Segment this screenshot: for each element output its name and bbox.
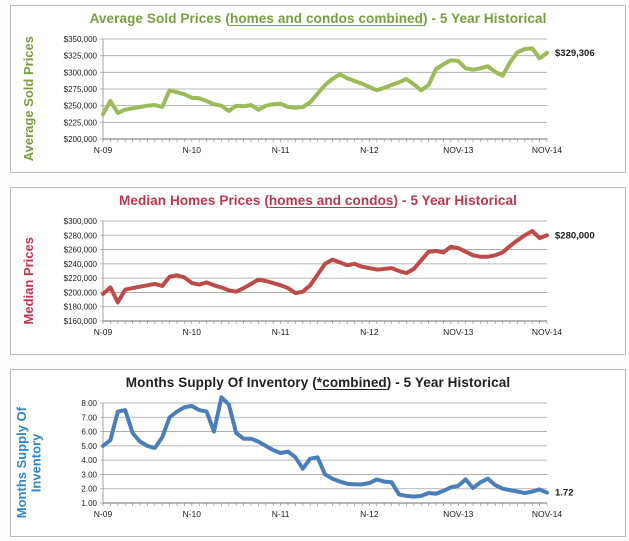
svg-text:NOV-13: NOV-13: [443, 327, 474, 337]
svg-text:1.72: 1.72: [555, 488, 574, 499]
svg-text:$225,000: $225,000: [64, 118, 98, 127]
svg-text:N-10: N-10: [183, 145, 202, 155]
svg-text:$275,000: $275,000: [64, 85, 98, 94]
svg-text:4.00: 4.00: [81, 456, 97, 465]
svg-text:6.00: 6.00: [81, 428, 97, 437]
svg-text:N-11: N-11: [272, 327, 290, 337]
svg-text:N-10: N-10: [183, 509, 202, 519]
svg-text:$180,000: $180,000: [64, 303, 98, 312]
svg-text:N-11: N-11: [272, 145, 290, 155]
svg-text:N-12: N-12: [360, 145, 379, 155]
svg-text:N-11: N-11: [272, 509, 290, 519]
svg-text:$280,000: $280,000: [555, 230, 595, 241]
svg-text:$350,000: $350,000: [64, 35, 98, 44]
title-underlined-text: homes and condos combined: [229, 11, 424, 26]
y-axis-title-wrap: Median Prices: [11, 211, 47, 351]
svg-text:N-09: N-09: [94, 145, 113, 155]
svg-text:$220,000: $220,000: [64, 274, 98, 283]
svg-text:N-12: N-12: [360, 327, 379, 337]
svg-text:7.00: 7.00: [81, 413, 97, 422]
title-text: ) - 5 Year Historical: [393, 193, 517, 208]
avg-sold-prices-title: Average Sold Prices (homes and condos co…: [11, 6, 625, 29]
svg-text:$200,000: $200,000: [64, 288, 98, 297]
svg-text:NOV-13: NOV-13: [443, 145, 474, 155]
svg-text:NOV-13: NOV-13: [443, 509, 474, 519]
svg-text:N-09: N-09: [94, 327, 113, 337]
avg-sold-prices-panel: Average Sold Prices (homes and condos co…: [10, 5, 626, 173]
svg-text:NOV-14: NOV-14: [532, 509, 563, 519]
y-axis-title-wrap: Months Supply Of Inventory: [11, 393, 47, 533]
svg-text:$240,000: $240,000: [64, 260, 98, 269]
avg-sold-prices-axis-title: Average Sold Prices: [20, 36, 36, 162]
months-supply-panel: Months Supply Of Inventory (*combined) -…: [10, 369, 626, 537]
median-prices-panel: Median Homes Prices (homes and condos) -…: [10, 187, 626, 355]
title-text: ) - 5 Year Historical: [423, 11, 547, 26]
months-supply-line-chart: 8.00 7.00 6.00 5.00 4.00 3.00 2.00 1.00N-09 N-10…: [81, 395, 574, 519]
svg-text:1.00: 1.00: [81, 499, 97, 508]
title-underlined-text: *combined: [316, 375, 387, 390]
svg-text:5.00: 5.00: [81, 442, 97, 451]
median-prices-axis-title: Median Prices: [20, 237, 36, 325]
svg-text:N-10: N-10: [183, 327, 202, 337]
median-prices-title: Median Homes Prices (homes and condos) -…: [11, 188, 625, 211]
svg-text:$300,000: $300,000: [64, 68, 98, 77]
svg-text:N-12: N-12: [360, 509, 379, 519]
svg-text:$200,000: $200,000: [64, 135, 98, 144]
svg-text:$300,000: $300,000: [64, 217, 98, 226]
svg-text:$260,000: $260,000: [64, 246, 98, 255]
title-text: Average Sold Prices (: [89, 11, 230, 26]
svg-text:NOV-14: NOV-14: [532, 145, 563, 155]
avg-sold-prices-line-chart: $350,000 $325,000 $300,000 $275,000 $250,000…: [64, 35, 595, 155]
svg-text:$160,000: $160,000: [64, 317, 98, 326]
months-supply-title: Months Supply Of Inventory (*combined) -…: [11, 370, 625, 393]
svg-text:NOV-14: NOV-14: [532, 327, 563, 337]
title-text: Months Supply Of Inventory (: [125, 375, 317, 390]
title-underlined-text: homes and condos: [268, 193, 394, 208]
svg-text:$250,000: $250,000: [64, 102, 98, 111]
svg-text:2.00: 2.00: [81, 485, 97, 494]
svg-text:$280,000: $280,000: [64, 231, 98, 240]
y-axis-title-wrap: Average Sold Prices: [11, 29, 47, 169]
title-text: Median Homes Prices (: [119, 193, 269, 208]
svg-text:$329,306: $329,306: [555, 48, 595, 59]
median-prices-line-chart: $300,000 $280,000 $260,000 $240,000 $220,000…: [64, 217, 595, 337]
svg-text:N-09: N-09: [94, 509, 113, 519]
svg-text:3.00: 3.00: [81, 470, 97, 479]
title-text: ) - 5 Year Historical: [386, 375, 511, 390]
svg-text:8.00: 8.00: [81, 399, 97, 408]
svg-text:$325,000: $325,000: [64, 52, 98, 61]
months-supply-axis-title: Months Supply Of Inventory: [13, 407, 43, 519]
